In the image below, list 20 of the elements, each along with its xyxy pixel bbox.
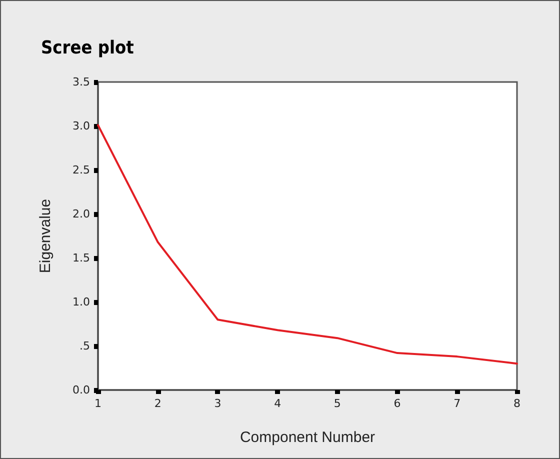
x-tick-label: 7 <box>454 397 461 410</box>
y-axis-title: Eigenvalue <box>37 198 54 274</box>
y-tick-label: 1.5 <box>72 252 90 264</box>
x-tick-label: 4 <box>274 397 282 410</box>
x-tick-label: 6 <box>394 397 401 410</box>
y-tick-label: 0.0 <box>72 384 90 396</box>
chart-title: Scree plot <box>41 38 134 58</box>
y-tick-label: 3.0 <box>72 120 90 132</box>
y-tick-label: 3.5 <box>72 76 90 88</box>
y-tick-label: 2.5 <box>72 164 90 176</box>
x-axis-title: Component Number <box>240 429 376 446</box>
line-series <box>97 124 518 365</box>
x-tick-label: 3 <box>214 397 222 410</box>
x-tick-label: 1 <box>94 397 102 410</box>
x-tick-label: 5 <box>334 397 341 410</box>
x-tick-label: 8 <box>514 397 520 410</box>
y-tick-label: 2.0 <box>72 208 90 220</box>
y-tick-label: .5 <box>80 340 90 352</box>
y-tick-label: 1.0 <box>72 296 90 308</box>
x-tick-label: 2 <box>154 397 162 410</box>
